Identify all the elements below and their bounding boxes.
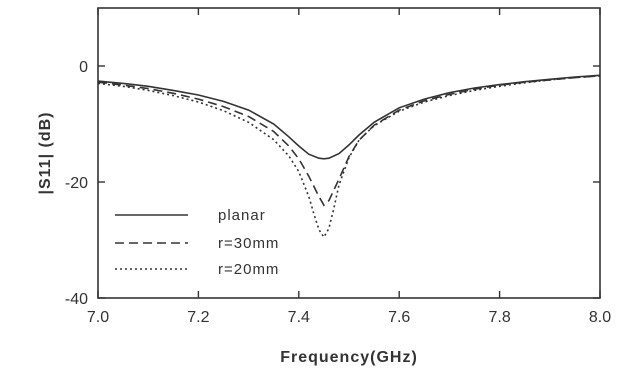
legend-label-r30: r=30mm: [218, 235, 279, 252]
legend-label-r20: r=20mm: [218, 261, 279, 278]
series-line-0: [97, 74, 601, 160]
x-tick-label: 8.0: [589, 309, 611, 326]
y-tick-label: -20: [65, 175, 88, 192]
x-tick-label: 7.0: [87, 309, 109, 326]
x-axis-ticks: 7.0 7.2 7.4 7.6 7.8 8.0: [87, 8, 611, 326]
y-axis-title: |S11| (dB): [37, 112, 54, 195]
series-line-1: [97, 75, 601, 207]
y-axis-ticks: -40 -20 0: [65, 59, 600, 308]
legend: planar r=30mm r=20mm: [115, 207, 279, 278]
y-tick-label: -40: [65, 291, 88, 308]
x-axis-title: Frequency(GHz): [280, 349, 418, 366]
series-lines: [97, 74, 601, 239]
x-tick-label: 7.2: [187, 309, 209, 326]
x-tick-label: 7.8: [488, 309, 510, 326]
y-tick-label: 0: [79, 59, 88, 76]
plot-frame: [97, 7, 601, 299]
legend-label-planar: planar: [218, 207, 266, 224]
x-tick-label: 7.4: [288, 309, 310, 326]
x-tick-label: 7.6: [388, 309, 410, 326]
